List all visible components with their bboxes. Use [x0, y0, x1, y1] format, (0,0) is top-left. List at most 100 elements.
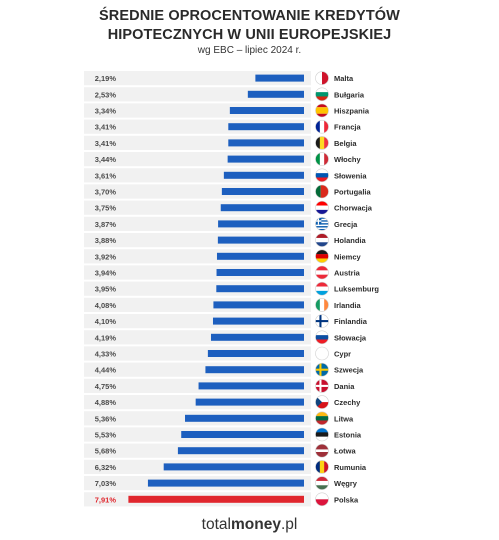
chart-row: 6,32% Rumunia: [84, 459, 367, 474]
country-label: Bułgaria: [334, 90, 365, 99]
flag-icon: [315, 314, 329, 328]
flag-icon: [315, 282, 329, 296]
flag-icon: [315, 266, 329, 279]
country-label: Czechy: [334, 398, 361, 407]
bar: [218, 220, 304, 228]
value-label: 3,44%: [95, 155, 117, 164]
row-stripe: [84, 233, 311, 248]
flag-icon: [315, 460, 329, 474]
flag-icon: [315, 330, 329, 344]
chart-row: 3,44% Włochy: [84, 152, 361, 167]
value-label: 3,95%: [95, 285, 117, 294]
country-label: Litwa: [334, 414, 354, 423]
bar: [185, 414, 304, 422]
country-label: Cypr: [334, 350, 351, 359]
chart-row: 4,88% Czechy: [84, 395, 361, 410]
row-stripe: [84, 362, 311, 377]
chart-row: 3,34% Hiszpania: [84, 103, 370, 118]
bar: [228, 139, 304, 147]
row-stripe: [84, 135, 311, 150]
row-stripe: [84, 87, 311, 102]
chart-row: 4,33% Cypr: [84, 346, 351, 361]
bar: [228, 123, 304, 131]
row-stripe: [84, 71, 311, 86]
chart-row: 2,19% Malta: [84, 71, 354, 86]
flag-icon: [315, 87, 329, 101]
value-label: 2,53%: [95, 90, 117, 99]
row-stripe: [84, 297, 311, 312]
flag-icon: [315, 298, 329, 312]
country-label: Estonia: [334, 431, 362, 440]
bar: [195, 398, 304, 406]
value-label: 3,75%: [95, 204, 117, 213]
chart-row: 5,53% Estonia: [84, 427, 362, 442]
chart-row: 4,19% Słowacja: [84, 330, 367, 345]
flag-icon: [315, 395, 329, 409]
value-label: 4,33%: [95, 350, 117, 359]
chart-row: 4,44% Szwecja: [84, 362, 364, 377]
flag-icon: [315, 379, 329, 393]
country-label: Polska: [334, 495, 359, 504]
bar: [227, 155, 304, 163]
bar: [255, 74, 304, 82]
value-label: 3,94%: [95, 269, 117, 278]
bar: [128, 495, 304, 503]
chart-row: 2,53% Bułgaria: [84, 87, 365, 102]
bar: [213, 301, 304, 309]
value-label: 3,41%: [95, 139, 117, 148]
country-label: Luksemburg: [334, 285, 379, 294]
chart-row: 3,92% Niemcy: [84, 249, 362, 264]
value-label: 6,32%: [95, 463, 117, 472]
chart-row: 5,36% Litwa: [84, 411, 354, 426]
country-label: Grecja: [334, 220, 358, 229]
bar: [207, 350, 304, 357]
flag-icon: [315, 363, 329, 377]
flag-icon: [315, 249, 329, 263]
row-stripe: [84, 216, 311, 231]
chart-row: 3,70% Portugalia: [84, 184, 372, 199]
flag-icon: [315, 347, 329, 360]
value-label: 5,53%: [95, 431, 117, 440]
value-label: 4,44%: [95, 366, 117, 375]
row-stripe: [84, 152, 311, 167]
value-label: 3,41%: [95, 123, 117, 132]
value-label: 2,19%: [95, 74, 117, 83]
flag-icon: [315, 168, 329, 182]
chart-subtitle: wg EBC – lipiec 2024 r.: [197, 45, 302, 56]
chart-row: 3,61% Słowenia: [84, 168, 367, 183]
flag-icon: [315, 476, 329, 490]
country-label: Belgia: [334, 139, 357, 148]
bar: [147, 479, 304, 487]
flag-icon: [315, 411, 329, 425]
value-label: 3,87%: [95, 220, 117, 229]
row-stripe: [84, 265, 311, 280]
value-label: 4,10%: [95, 317, 117, 326]
value-label: 5,68%: [95, 447, 117, 456]
value-label: 7,91%: [95, 495, 117, 504]
bar: [205, 366, 304, 374]
chart-row: 3,94% Austria: [84, 265, 361, 280]
bar: [177, 447, 304, 455]
bar: [210, 333, 304, 341]
bar: [181, 431, 304, 438]
value-label: 3,34%: [95, 107, 117, 116]
row-stripe: [84, 249, 311, 264]
value-label: 3,61%: [95, 171, 117, 180]
chart-row: 4,08% Irlandia: [84, 297, 362, 312]
country-label: Węgry: [334, 479, 358, 488]
chart-row: 4,75% Dania: [84, 378, 355, 393]
flag-icon: [315, 233, 329, 247]
chart-row: 3,75% Chorwacja: [84, 200, 373, 215]
country-label: Niemcy: [334, 252, 362, 261]
row-stripe: [84, 184, 311, 199]
country-label: Portugalia: [334, 188, 372, 197]
chart-row: 7,03% Węgry: [84, 476, 358, 491]
chart-row: 3,87% Grecja: [84, 216, 358, 231]
flag-icon: [315, 104, 329, 117]
chart-row: 7,91% Polska: [84, 492, 359, 507]
country-label: Hiszpania: [334, 107, 370, 116]
country-label: Włochy: [334, 155, 361, 164]
bar: [221, 188, 304, 195]
flag-icon: [315, 201, 329, 215]
row-stripe: [84, 346, 311, 361]
